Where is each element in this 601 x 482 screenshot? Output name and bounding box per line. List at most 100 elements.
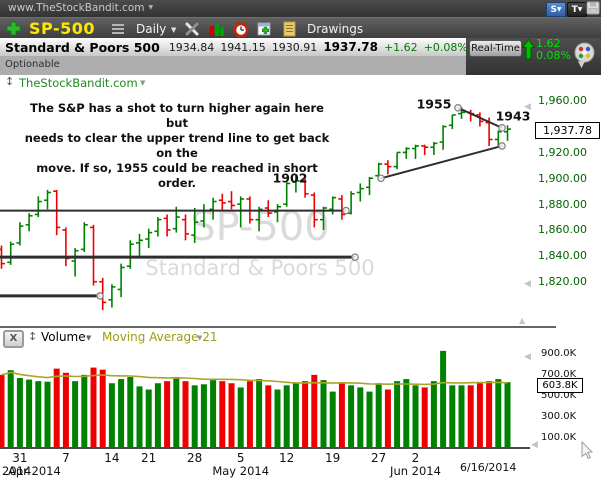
xaxis-week-label: 31 [12,451,28,465]
volume-bar [274,389,281,448]
trendline-handle[interactable] [342,206,350,215]
quote-change: +1.62 [383,40,418,54]
volume-bar [283,385,290,448]
annotation-text[interactable]: The S&P has a shot to turn higher again … [24,101,330,190]
ticker-symbol[interactable]: SP-500 [29,19,96,38]
current-date-label: 6/16/2014 [460,461,517,474]
tools-icon[interactable] [184,21,200,37]
axis-scroll-arrow[interactable]: ◀ [524,352,531,362]
price-bar [301,178,309,198]
chart-style-icon[interactable] [209,21,225,37]
tools-menu-button[interactable]: T▼ [567,2,587,17]
notes-icon[interactable] [282,21,298,37]
volume-bar [7,370,14,448]
volume-bar [348,385,355,448]
calendar-add-icon[interactable] [257,21,273,37]
scroll-up-arrow[interactable]: ▲ [519,316,526,325]
xaxis-week-label: 5 [236,451,245,465]
volume-bar [35,381,42,448]
close-pane-button[interactable]: X [3,330,24,348]
volume-bar [99,369,106,448]
symbol-menu-button[interactable]: S▼ [546,2,566,17]
xaxis-week-label: 19 [325,451,341,465]
ma-overlay-select[interactable]: Moving Average 21 [102,330,218,344]
xaxis-week-label: 12 [279,451,295,465]
pane-resize-icon[interactable]: ↕ [5,75,15,88]
volume-bar [16,378,23,448]
xaxis-month-label: May 2014 [212,464,270,478]
window-title-bar: www.TheStockBandit.com ▼ S▼ T▼ [0,0,601,17]
price-bar [283,182,291,207]
instrument-name: Standard & Poors 500 [5,39,160,55]
price-axis-label: 1,900.00 [538,171,587,185]
axis-scroll-arrow[interactable]: ◀ [531,440,538,450]
volume-bar [62,372,69,448]
price-bar [154,217,162,237]
realtime-button[interactable]: Real-Time [469,40,522,57]
chevron-down-icon: ▼ [140,79,146,87]
trendline-handle[interactable] [454,104,462,112]
volume-series-select[interactable]: Volume [41,330,86,344]
add-symbol-icon[interactable] [6,21,21,36]
price-bar [209,197,217,220]
xaxis-week-label: 21 [141,451,157,465]
price-callout-label[interactable]: 1902 [272,170,308,186]
alert-clock-icon[interactable] [233,21,249,37]
timeframe-select[interactable]: Daily [136,22,167,36]
price-bar [163,214,171,237]
diagonal-trendline[interactable] [380,144,503,180]
price-bar [62,227,70,267]
last-price-box: 1,937.78 [535,122,600,139]
quote-low: 1930.91 [271,40,318,54]
price-callout-label[interactable]: 1955 [416,96,452,112]
price-axis-label: 1,880.00 [538,197,587,211]
price-bar [191,208,199,243]
pane-resize-icon[interactable]: ↕ [28,330,38,343]
up-arrow-icon [522,39,535,60]
axis-scroll-arrow[interactable]: ◀ [524,102,531,112]
drawings-menu[interactable]: Drawings [307,22,364,36]
collapse-chevron-icon[interactable]: ▼ [578,60,585,70]
volume-bar [366,391,373,448]
volume-bar [302,381,309,448]
trendline-handle[interactable] [498,124,506,132]
volume-bar [44,381,51,448]
chevron-down-icon: ▼ [556,6,562,13]
volume-bar [440,350,447,448]
volume-bar [246,381,253,448]
pane-divider[interactable] [0,326,556,328]
site-menu-label: www.TheStockBandit.com [8,2,145,14]
diagonal-trendline[interactable] [457,106,503,129]
price-bar [218,193,226,211]
price-callout-label[interactable]: 1943 [495,108,531,124]
price-bar [338,195,346,220]
palette-icon[interactable] [573,41,596,64]
price-bar [53,189,61,236]
volume-pane-header: X ↕ Volume ▼ Moving Average 21 ▼ [0,328,601,348]
price-bar [7,241,15,265]
price-bar [402,147,410,159]
price-bar [430,142,438,156]
volume-bar [486,381,493,448]
volume-bar [90,367,97,448]
trendline-handle[interactable] [351,253,359,261]
xaxis-week-label: 2 [411,451,420,465]
price-bar [200,204,208,228]
price-bar [366,176,373,196]
trendline-handle[interactable] [377,174,385,183]
site-menu[interactable]: www.TheStockBandit.com ▼ [8,2,153,14]
trendline-handle[interactable] [498,142,506,150]
price-axis-label: 1,860.00 [538,223,587,237]
price-bar [44,189,51,210]
volume-bar [458,385,465,448]
price-bar [274,204,281,223]
volume-axis-label: 900.0K [541,348,577,359]
provider-link[interactable]: TheStockBandit.com [19,76,138,90]
watchlist-icon[interactable] [112,24,125,35]
axis-scroll-arrow[interactable]: ◀ [524,279,531,289]
trendline-handle[interactable] [96,292,104,300]
chevron-down-icon: ▼ [171,26,177,34]
price-bar [25,213,33,232]
save-icon[interactable] [586,1,600,15]
